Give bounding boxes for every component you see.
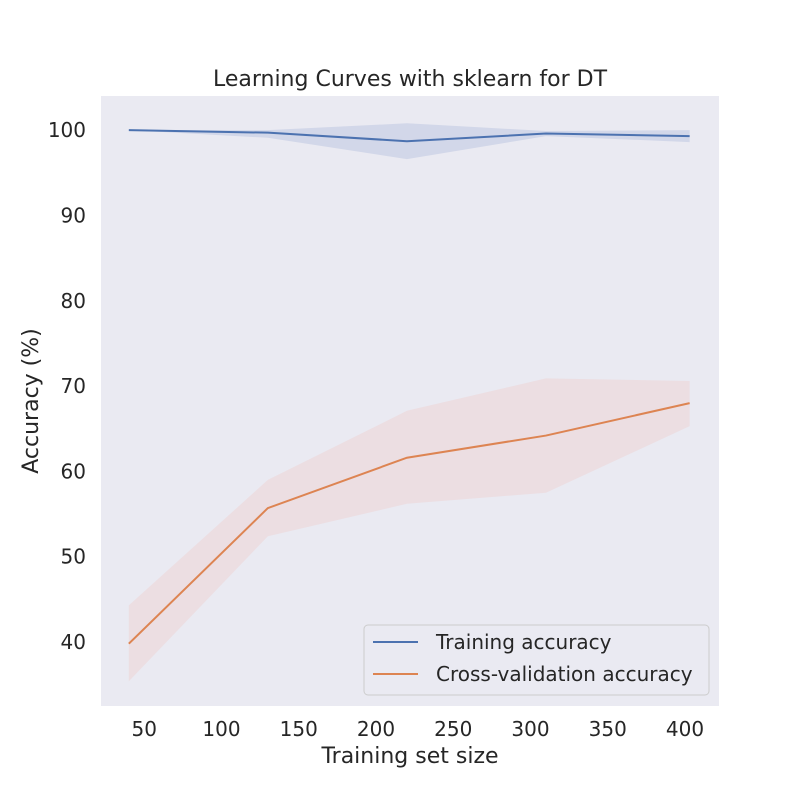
chart-title: Learning Curves with sklearn for DT bbox=[213, 67, 608, 92]
legend-label-cross-validation: Cross-validation accuracy bbox=[436, 662, 693, 686]
band-cross-validation bbox=[128, 378, 690, 682]
x-axis-title: Training set size bbox=[320, 744, 498, 769]
y-tick-label: 100 bbox=[48, 118, 86, 142]
y-tick-label: 80 bbox=[61, 289, 86, 313]
y-tick-labels: 40 50 60 70 80 90 100 bbox=[48, 118, 86, 654]
x-tick-label: 300 bbox=[511, 717, 549, 741]
y-tick-label: 50 bbox=[61, 545, 86, 569]
x-tick-label: 150 bbox=[280, 717, 318, 741]
series-line-cross-validation bbox=[128, 402, 690, 645]
x-tick-label: 50 bbox=[132, 717, 157, 741]
x-tick-label: 400 bbox=[666, 717, 704, 741]
legend: Training accuracy Cross-validation accur… bbox=[363, 624, 710, 696]
x-tick-label: 350 bbox=[589, 717, 627, 741]
y-tick-label: 40 bbox=[61, 630, 86, 654]
legend-box bbox=[363, 624, 710, 696]
x-tick-labels: 50 100 150 200 250 300 350 400 bbox=[132, 717, 705, 741]
y-tick-label: 60 bbox=[61, 459, 86, 483]
x-tick-label: 100 bbox=[202, 717, 240, 741]
y-tick-label: 90 bbox=[61, 203, 86, 227]
x-tick-label: 200 bbox=[357, 717, 395, 741]
series-line-training bbox=[128, 129, 690, 143]
y-tick-label: 70 bbox=[61, 374, 86, 398]
x-tick-label: 250 bbox=[434, 717, 472, 741]
series-lines bbox=[128, 129, 690, 645]
legend-label-training: Training accuracy bbox=[435, 630, 612, 654]
y-axis-title: Accuracy (%) bbox=[19, 328, 44, 474]
